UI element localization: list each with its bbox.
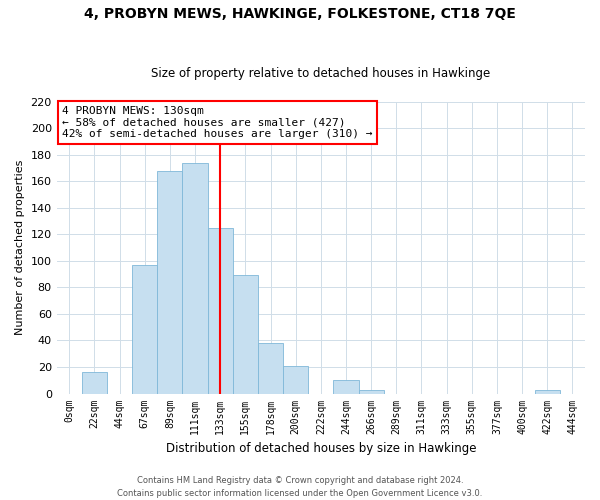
Bar [182, 162, 208, 394]
Bar [208, 228, 233, 394]
Title: Size of property relative to detached houses in Hawkinge: Size of property relative to detached ho… [151, 66, 490, 80]
Bar [334, 380, 359, 394]
X-axis label: Distribution of detached houses by size in Hawkinge: Distribution of detached houses by size … [166, 442, 476, 455]
Bar [359, 390, 384, 394]
Bar [233, 276, 258, 394]
Text: Contains HM Land Registry data © Crown copyright and database right 2024.
Contai: Contains HM Land Registry data © Crown c… [118, 476, 482, 498]
Text: 4, PROBYN MEWS, HAWKINGE, FOLKESTONE, CT18 7QE: 4, PROBYN MEWS, HAWKINGE, FOLKESTONE, CT… [84, 8, 516, 22]
Bar [157, 170, 182, 394]
Y-axis label: Number of detached properties: Number of detached properties [15, 160, 25, 335]
Bar [258, 343, 283, 394]
Bar [283, 366, 308, 394]
Text: 4 PROBYN MEWS: 130sqm
← 58% of detached houses are smaller (427)
42% of semi-det: 4 PROBYN MEWS: 130sqm ← 58% of detached … [62, 106, 373, 139]
Bar [82, 372, 107, 394]
Bar [535, 390, 560, 394]
Bar [132, 265, 157, 394]
